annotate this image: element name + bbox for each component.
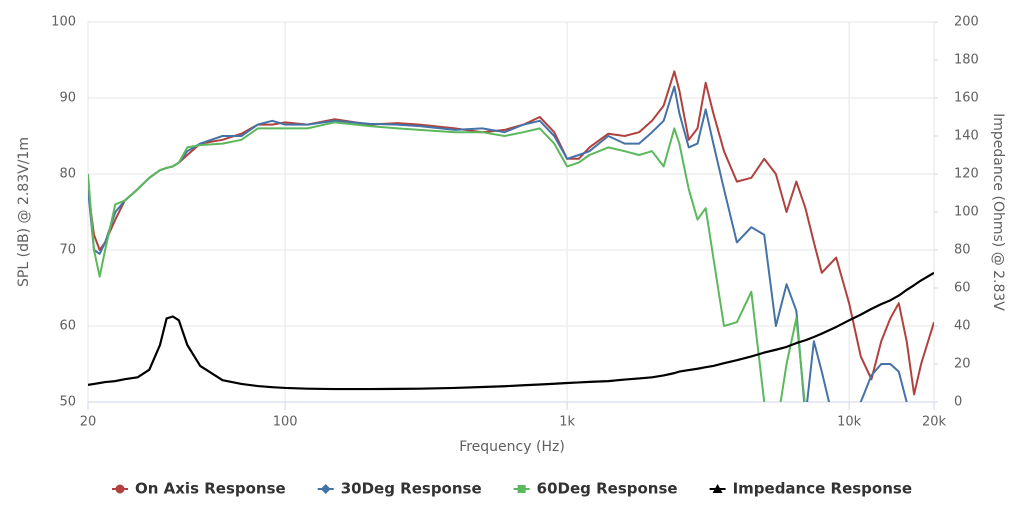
x-tick-label: 10k <box>837 415 862 430</box>
x-tick-label: 1k <box>559 415 575 430</box>
x-tick-label: 20k <box>922 415 947 430</box>
series-lines <box>88 70 934 402</box>
x-axis-title: Frequency (Hz) <box>459 439 565 455</box>
x-tick-label: 100 <box>273 415 298 430</box>
y2-tick-label: 140 <box>954 129 979 144</box>
y2-tick-label: 180 <box>954 53 979 68</box>
y-tick-label: 90 <box>59 91 76 106</box>
y2-tick-label: 40 <box>954 319 971 334</box>
y2-tick-label: 80 <box>954 243 971 258</box>
y-tick-label: 100 <box>51 15 76 30</box>
legend-label: Impedance Response <box>733 480 912 498</box>
y2-tick-label: 200 <box>954 15 979 30</box>
y2-tick-label: 120 <box>954 167 979 182</box>
y2-tick-label: 60 <box>954 281 971 296</box>
y2-tick-label: 20 <box>954 357 971 372</box>
legend: On Axis Response 30Deg Response 60Deg Resp… <box>112 480 912 498</box>
legend-label: On Axis Response <box>135 480 286 498</box>
y-axis-title: SPL (dB) @ 2.83V/1m <box>16 137 32 287</box>
series-line <box>88 271 934 391</box>
series-line <box>88 121 806 402</box>
y2-tick-label: 160 <box>954 91 979 106</box>
y-tick-label: 70 <box>59 243 76 258</box>
legend-item: Impedance Response <box>709 480 912 498</box>
y-tick-label: 80 <box>59 167 76 182</box>
y2-axis-title: Impedance (Ohms) @ 2.83V <box>990 113 1006 311</box>
y-tick-label: 50 <box>59 395 76 410</box>
y2-tick-label: 100 <box>954 205 979 220</box>
legend-item: 60Deg Response <box>513 480 678 498</box>
legend-marker <box>517 485 526 493</box>
x-tick-label: 20 <box>80 415 97 430</box>
y2-tick-label: 0 <box>954 395 962 410</box>
legend-label: 30Deg Response <box>341 480 482 498</box>
legend-item: 30Deg Response <box>317 480 482 498</box>
legend-marker <box>712 484 723 493</box>
legend-marker <box>115 484 125 494</box>
y-tick-label: 60 <box>59 319 76 334</box>
legend-marker <box>320 484 331 494</box>
legend-label: 60Deg Response <box>537 480 678 498</box>
legend-item: On Axis Response <box>112 480 286 498</box>
